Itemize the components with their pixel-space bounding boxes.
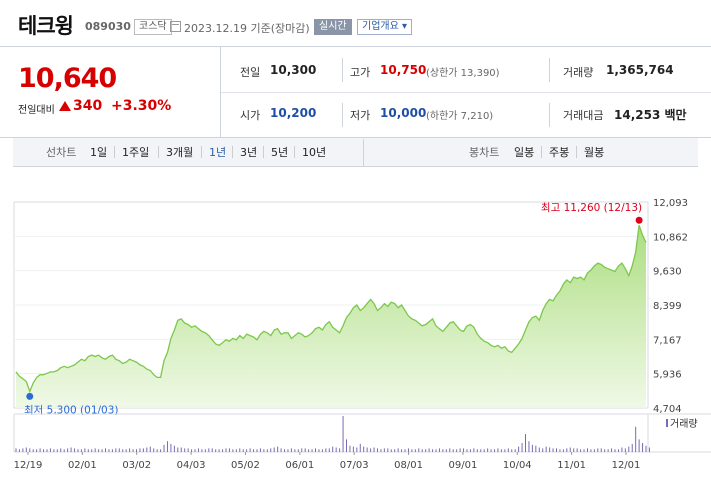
- x-tick-label: 06/01: [285, 460, 314, 471]
- company-overview-dropdown[interactable]: 기업개요 ▾: [357, 19, 412, 35]
- change-value: 340: [73, 98, 103, 114]
- x-tick-label: 09/01: [448, 460, 477, 471]
- period-3y[interactable]: 3년: [240, 146, 258, 159]
- open-value: 10,200: [270, 106, 317, 120]
- separator: [263, 146, 264, 158]
- candle-monthly[interactable]: 월봉: [584, 146, 605, 159]
- open-label: 시가: [240, 109, 261, 122]
- triangle-up-icon: [59, 101, 71, 111]
- low-label: 저가: [350, 109, 371, 122]
- y-tick-label: 7,167: [653, 335, 682, 346]
- separator: [576, 146, 577, 158]
- divider: [342, 103, 343, 127]
- y-tick-label: 10,862: [653, 232, 688, 243]
- min-label: 최저 5,300 (01/03): [24, 404, 119, 416]
- divider: [363, 139, 364, 167]
- low-value: 10,000: [380, 106, 427, 120]
- y-tick-label: 12,093: [653, 198, 688, 209]
- stock-header: 테크윙 089030 코스닥 2023.12.19 기준(장마감) 실시간 기업…: [0, 0, 711, 46]
- upper-limit: (상한가 13,390): [426, 68, 500, 79]
- x-tick-label: 12/01: [612, 460, 641, 471]
- prev-close-value: 10,300: [270, 63, 317, 77]
- divider: [220, 47, 221, 138]
- amount-label: 거래대금: [563, 109, 604, 122]
- calendar-icon: [170, 21, 181, 32]
- quote-panel: [0, 46, 711, 138]
- current-price: 10,640: [18, 63, 117, 94]
- separator: [541, 146, 542, 158]
- x-tick-label: 04/03: [177, 460, 206, 471]
- price-area: [16, 225, 646, 408]
- candle-chart-label: 봉차트: [469, 146, 500, 159]
- stock-name: 테크윙: [18, 14, 74, 38]
- volume-value: 1,365,764: [606, 63, 674, 77]
- y-tick-label: 4,704: [653, 404, 682, 415]
- separator: [232, 146, 233, 158]
- x-tick-label: 10/04: [503, 460, 532, 471]
- price-chart: 12,093 10,862 9,630 8,399 7,167 5,936 4,704 최고 …: [0, 168, 711, 490]
- prev-close-label: 전일: [240, 66, 261, 79]
- volume-legend-swatch: [666, 419, 668, 427]
- separator: [114, 146, 115, 158]
- y-tick-label: 5,936: [653, 370, 682, 381]
- price-chart-svg: 12,093 10,862 9,630 8,399 7,167 5,936 4,704 최고 …: [13, 198, 711, 471]
- y-tick-label: 8,399: [653, 301, 682, 312]
- realtime-button[interactable]: 실시간: [314, 19, 352, 35]
- candle-weekly[interactable]: 주봉: [549, 146, 570, 159]
- x-tick-label: 03/02: [122, 460, 151, 471]
- separator: [158, 146, 159, 158]
- amount-value: 14,253 백만: [614, 108, 687, 122]
- period-3m[interactable]: 3개월: [166, 146, 194, 159]
- x-tick-label: 12/19: [14, 460, 43, 471]
- divider: [221, 92, 711, 93]
- min-point: [26, 392, 34, 400]
- period-10y[interactable]: 10년: [302, 146, 327, 159]
- high-value: 10,750: [380, 63, 427, 77]
- separator: [201, 146, 202, 158]
- separator: [294, 146, 295, 158]
- divider: [549, 103, 550, 127]
- divider: [549, 58, 550, 82]
- divider: [342, 58, 343, 82]
- max-label: 최고 11,260 (12/13): [541, 202, 642, 214]
- candle-daily[interactable]: 일봉: [514, 146, 535, 159]
- period-1d[interactable]: 1일: [90, 146, 108, 159]
- x-tick-label: 08/01: [394, 460, 423, 471]
- lower-limit: (하한가 7,210): [426, 111, 494, 122]
- high-label: 고가: [350, 66, 371, 79]
- period-1w[interactable]: 1주일: [122, 146, 150, 159]
- base-date: 2023.12.19 기준(장마감): [184, 22, 310, 35]
- line-chart-label: 선차트: [46, 146, 77, 159]
- change-label: 전일대비: [18, 105, 55, 116]
- x-tick-label: 11/01: [557, 460, 586, 471]
- change-percent: +3.30%: [111, 98, 172, 114]
- market-badge: 코스닥: [134, 19, 172, 35]
- x-tick-label: 02/01: [68, 460, 97, 471]
- price-line: [15, 224, 647, 394]
- y-tick-label: 9,630: [653, 267, 682, 278]
- volume-legend-label: 거래량: [670, 418, 698, 430]
- x-tick-label: 07/03: [340, 460, 369, 471]
- stock-code: 089030: [85, 20, 131, 33]
- max-point: [635, 216, 643, 224]
- period-5y[interactable]: 5년: [271, 146, 289, 159]
- x-tick-label: 05/02: [231, 460, 260, 471]
- period-1y[interactable]: 1년: [209, 146, 227, 159]
- volume-label: 거래량: [563, 66, 594, 79]
- period-toolbar: [13, 138, 698, 167]
